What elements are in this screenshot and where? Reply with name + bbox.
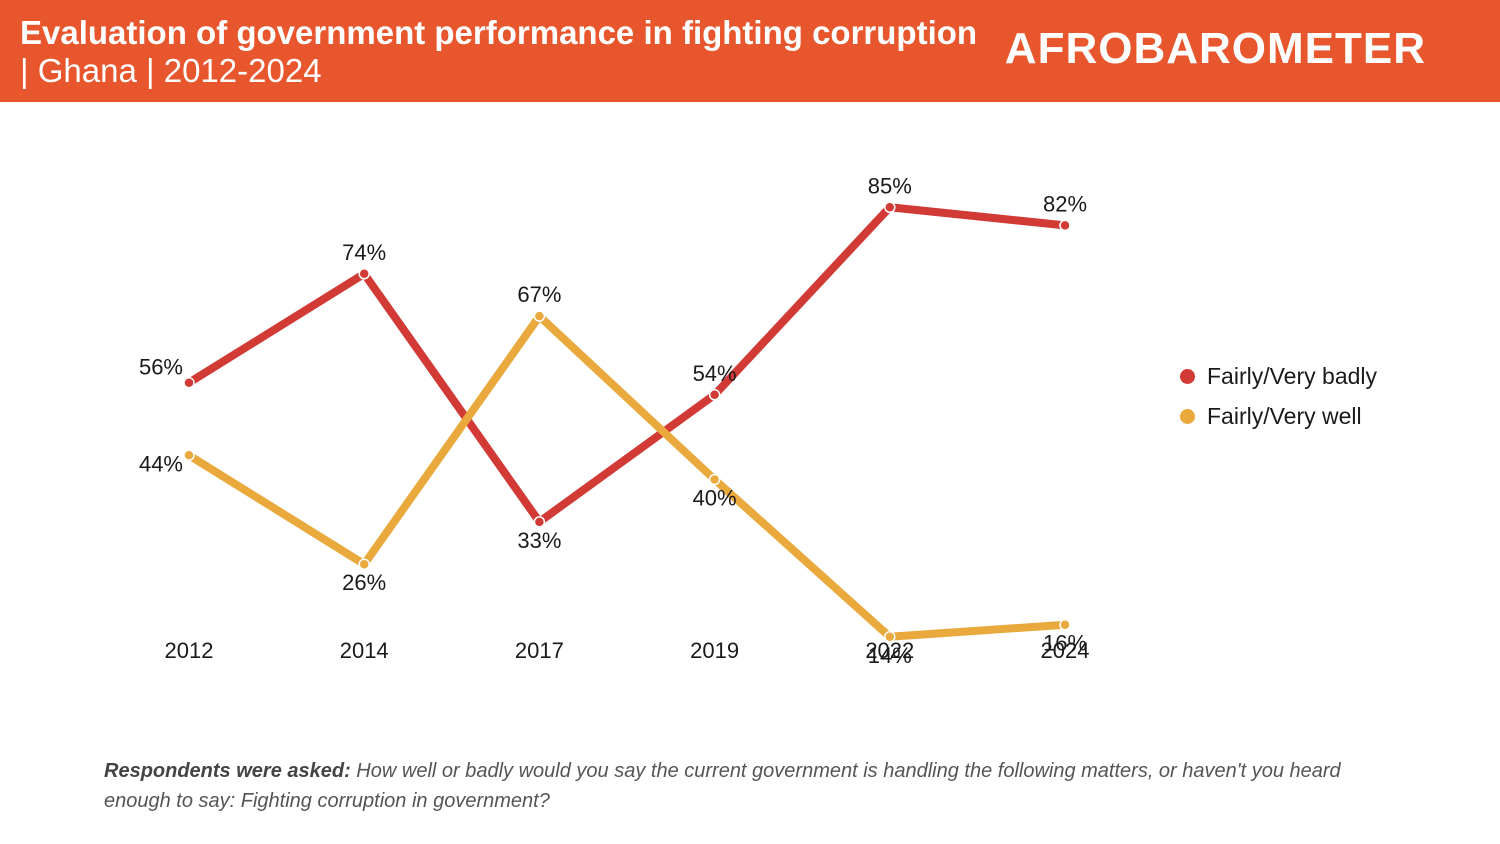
data-point-0-1	[358, 268, 370, 280]
afrobarometer-logo: AFROBAROMETER	[1004, 24, 1426, 73]
data-label-0-0: 56%	[139, 355, 183, 380]
legend-label-well: Fairly/Very well	[1207, 402, 1362, 429]
chart-title: Evaluation of government performance in …	[20, 14, 980, 90]
data-label-1-2: 67%	[517, 282, 561, 307]
data-label-0-1: 74%	[342, 240, 386, 265]
data-label-1-3: 40%	[693, 486, 737, 511]
series-line-1	[185, 312, 1069, 641]
x-tick-label-2017: 2017	[515, 638, 564, 663]
data-point-1-2	[533, 310, 546, 322]
legend-dot-icon	[1180, 408, 1195, 424]
data-point-1-1	[358, 558, 370, 570]
x-tick-label-2014: 2014	[340, 638, 389, 663]
header-banner: Evaluation of government performance in …	[0, 0, 1500, 102]
data-label-1-1: 26%	[342, 570, 386, 595]
data-point-1-4	[884, 631, 896, 643]
data-point-1-3	[708, 473, 721, 486]
data-label-0-4: 85%	[868, 173, 912, 198]
data-point-0-0	[183, 376, 195, 389]
data-label-0-2: 33%	[517, 528, 561, 553]
data-label-0-5: 82%	[1043, 191, 1087, 216]
data-point-0-4	[884, 201, 896, 213]
data-label-1-5: 16%	[1043, 631, 1087, 656]
legend-item-well: Fairly/Very well	[1180, 396, 1377, 436]
data-label-1-0: 44%	[139, 451, 183, 476]
x-tick-label-2012: 2012	[165, 638, 214, 663]
data-label-1-4: 14%	[868, 643, 912, 668]
footnote-text: How well or badly would you say the curr…	[104, 760, 1341, 812]
data-point-1-0	[183, 449, 195, 462]
title-bold: Evaluation of government performance in …	[20, 14, 978, 51]
title-subtitle: | Ghana | 2012-2024	[20, 52, 322, 89]
data-point-0-3	[708, 389, 721, 401]
chart-legend: Fairly/Very badly Fairly/Very well	[1180, 356, 1377, 436]
x-tick-label-2019: 2019	[690, 638, 739, 663]
legend-dot-icon	[1180, 368, 1195, 384]
legend-label-badly: Fairly/Very badly	[1207, 362, 1378, 389]
data-point-1-5	[1059, 618, 1071, 631]
series-line-0	[185, 203, 1069, 526]
data-point-0-5	[1059, 219, 1071, 232]
line-chart: 2012 2014 2017 2019 2022 202456%74%33%54%85%8…	[139, 173, 1090, 668]
x-tick-label-2024: 2024	[1041, 638, 1090, 663]
legend-item-badly: Fairly/Very badly	[1180, 356, 1377, 396]
footnote-lead: Respondents were asked:	[104, 760, 351, 782]
footnote: Respondents were asked: How well or badl…	[104, 756, 1364, 816]
data-label-0-3: 54%	[693, 361, 737, 386]
data-point-0-2	[533, 516, 546, 528]
